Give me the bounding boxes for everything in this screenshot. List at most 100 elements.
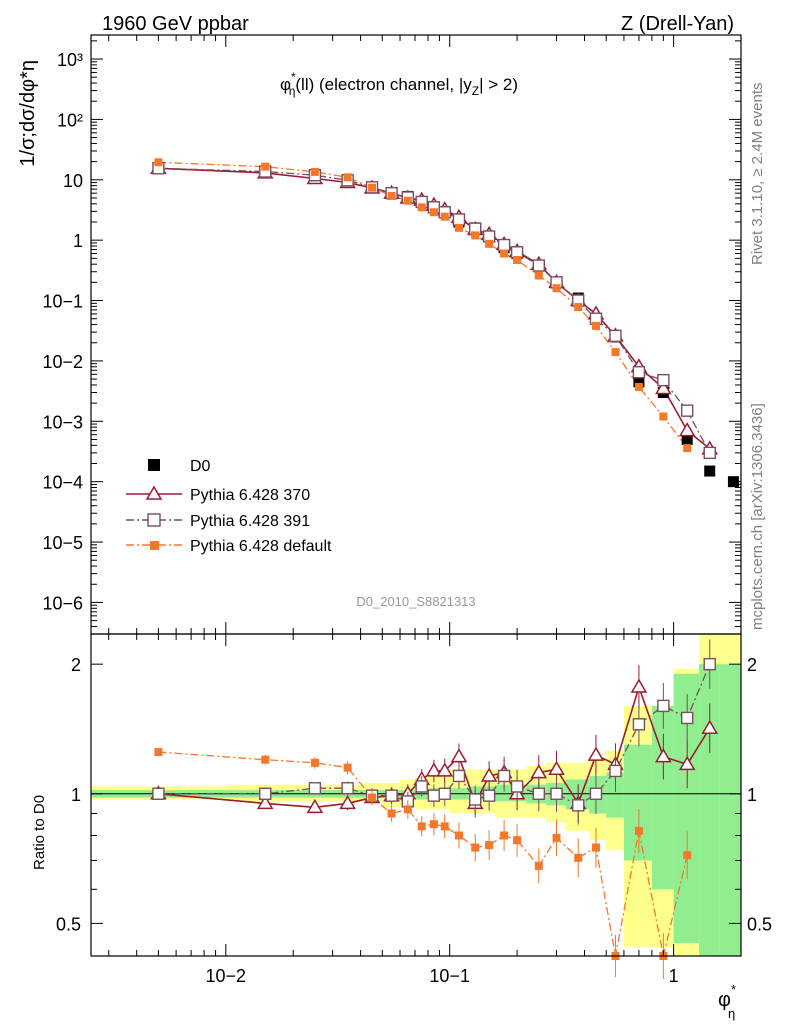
legend-entry-d0: D0 [190,458,211,475]
ratio-point-p370-20 [630,678,648,693]
ratio-point-p391-13 [497,769,511,783]
rivet-version-label: Rivet 3.1.10, ≥ 2.4M events [749,83,766,266]
ratio-point-default-2 [310,758,319,767]
header-left-label: 1960 GeV ppbar [102,13,249,35]
main-point-default-14 [513,255,522,264]
main-frame [90,34,742,635]
main-point-p391-22 [680,404,694,417]
main-point-p391-10 [452,213,466,226]
band-green-19 [606,772,624,818]
main-point-default-8 [429,208,438,217]
ratio-uncertainty-bands [91,634,741,956]
ratio-point-default-5 [387,809,396,818]
main-point-default-1 [261,162,270,171]
main-point-default-22 [683,444,692,453]
main-point-default-6 [403,196,412,205]
ratio-point-p391-16 [550,787,563,800]
y-tick-label-7: 10 [63,171,83,191]
legend-entry-default: Pythia 6.428 default [190,538,332,555]
main-point-default-7 [417,203,426,212]
ratio-point-p391-14 [510,780,524,793]
x-tick-label-1: 10−1 [429,966,470,986]
ratio-ytick-label-l-2: 2 [71,655,81,675]
ratio-ytick-label-l-0: 0.5 [56,914,81,934]
ratio-point-default-17 [574,853,583,862]
main-point-default-21 [659,412,668,421]
band-green-13 [495,784,513,802]
ratio-point-p391-0 [152,787,165,800]
ratio-point-default-7 [417,822,426,831]
main-point-p391-15 [532,259,545,272]
ratio-point-default-22 [683,851,692,860]
band-green-24 [719,664,741,956]
ratio-ytick-label-l-1: 1 [71,785,81,805]
ratio-point-p391-8 [427,789,441,802]
plot-title: φ* η(ll) (electron channel, |yZ| > 2) [280,70,518,98]
main-point-d0-20 [633,376,645,388]
ratio-point-p370-18 [587,746,605,761]
legend-marker-default [150,541,159,550]
ratio-point-p391-5 [385,789,398,802]
ratio-point-p391-11 [469,793,482,806]
y-tick-label-8: 10² [57,110,83,130]
ratio-point-p370-10 [450,748,468,763]
series-markers [150,158,739,979]
ratio-point-p370-16 [548,760,565,776]
ratio-point-p370-22 [678,755,696,771]
ratio-point-p391-2 [308,782,322,795]
main-point-default-9 [440,212,449,221]
y-tick-label-6: 1 [73,231,83,251]
main-y-axis-label: 1/σ;dσ/dφ*η [17,60,39,167]
ratio-point-p391-9 [438,787,451,800]
ratio-point-p391-1 [259,787,272,800]
y-tick-label-5: 10−1 [42,292,83,312]
band-green-21 [651,705,674,890]
ratio-point-default-16 [552,833,561,842]
main-point-default-18 [591,321,600,330]
x-axis-label: φ* η [718,982,736,1021]
band-green-20 [623,744,652,861]
ratio-point-default-13 [500,831,509,840]
ratio-point-p370-1 [256,794,274,810]
ratio-point-default-15 [534,861,543,870]
y-tick-label-3: 10−3 [42,412,83,432]
ratio-point-p370-9 [436,762,454,777]
main-point-default-17 [574,303,583,312]
ratio-point-default-8 [429,820,438,829]
y-tick-label-2: 10−4 [42,473,83,493]
main-point-p391-23 [703,446,716,460]
legend-marker-d0 [148,459,160,471]
ratio-point-default-18 [591,843,600,852]
legend: D0 Pythia 6.428 370 Pythia 6.428 391 Pyt… [126,458,332,555]
ratio-point-default-12 [485,841,494,850]
main-point-p391-20 [632,366,646,379]
main-point-p391-21 [657,373,670,387]
header-right-label: Z (Drell-Yan) [621,13,734,35]
ratio-ytick-label-r-1: 1 [747,785,757,805]
ratio-ytick-label-r-2: 2 [747,655,757,675]
main-point-d0-22 [681,433,693,445]
ratio-y-axis-label: Ratio to D0 [31,795,48,870]
ratio-point-p391-20 [632,718,646,731]
ratio-point-p391-17 [572,799,585,812]
main-point-default-11 [471,231,480,240]
main-point-default-3 [343,173,352,182]
y-tick-label-9: 10³ [57,50,83,70]
mcplots-label: mcplots.cern.ch [arXiv:1306.3436] [749,403,766,630]
ratio-point-p391-10 [452,769,466,783]
main-point-default-0 [154,158,163,167]
ratio-point-p391-12 [482,789,496,802]
main-point-p370-21 [655,379,672,395]
ratio-frame [90,633,742,957]
ratio-point-default-11 [471,843,480,852]
ratio-point-default-10 [454,831,463,840]
y-tick-label-4: 10−2 [42,352,83,372]
ratio-point-default-6 [403,805,412,814]
ratio-point-p391-7 [415,780,428,793]
ratio-point-default-4 [368,793,377,802]
ratio-point-default-9 [440,822,449,831]
main-point-d0-23 [704,465,716,477]
legend-entry-p391: Pythia 6.428 391 [190,513,310,530]
legend-marker-p370 [145,485,163,500]
